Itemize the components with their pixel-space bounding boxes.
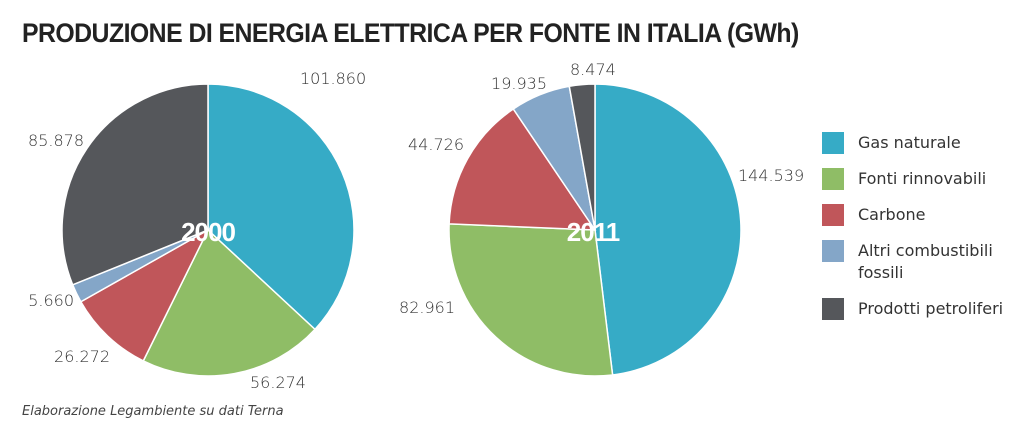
legend-label-other-fossil: Altri combustibili fossili: [858, 241, 993, 282]
pie-2000-label-renewables: 56.274: [250, 373, 306, 392]
pie-2011-label-oil: 8.474: [570, 60, 616, 79]
chart-title: PRODUZIONE DI ENERGIA ELETTRICA PER FONT…: [22, 18, 799, 48]
legend-label-gas: Gas naturale: [858, 133, 961, 152]
legend-swatch-other-fossil: [822, 240, 844, 262]
legend-swatch-renewables: [822, 168, 844, 190]
legend-swatch-gas: [822, 132, 844, 154]
pie-2011-label-coal: 44.726: [408, 135, 464, 154]
pie-2000-label-coal: 26.272: [54, 347, 110, 366]
pie-year-label-2000: 2000: [181, 217, 235, 247]
pie-2000-label-oil: 85.878: [28, 131, 84, 150]
pie-2011-slice-gas: [594, 83, 742, 376]
legend-label-coal: Carbone: [858, 205, 926, 224]
legend-swatch-oil: [822, 298, 844, 320]
pie-2011-label-renewables: 82.961: [399, 298, 455, 317]
pie-2011: [448, 83, 742, 377]
pie-year-label-2011: 2011: [567, 217, 620, 247]
pie-2011-slice-renewables: [448, 223, 614, 377]
pie-2011-label-gas: 144.539: [738, 166, 804, 185]
pie-2000-label-other-fossil: 5.660: [28, 291, 74, 310]
pie-2011-slice-oil: [568, 83, 596, 231]
pie-2000: [61, 83, 355, 377]
source-note: Elaborazione Legambiente su dati Terna: [22, 404, 284, 419]
pie-2000-slice-coal: [79, 228, 210, 362]
pie-2000-slice-gas: [207, 83, 355, 331]
legend-label-oil: Prodotti petroliferi: [858, 299, 1004, 318]
pie-2011-slice-coal: [448, 107, 597, 231]
pie-2011-label-other-fossil: 19.935: [491, 74, 547, 93]
legend-swatch-coal: [822, 204, 844, 226]
pie-2000-slice-oil: [61, 83, 209, 286]
pie-2000-label-gas: 101.860: [300, 69, 366, 88]
legend-label-renewables: Fonti rinnovabili: [858, 169, 987, 188]
pie-2000-slice-renewables: [142, 228, 317, 377]
